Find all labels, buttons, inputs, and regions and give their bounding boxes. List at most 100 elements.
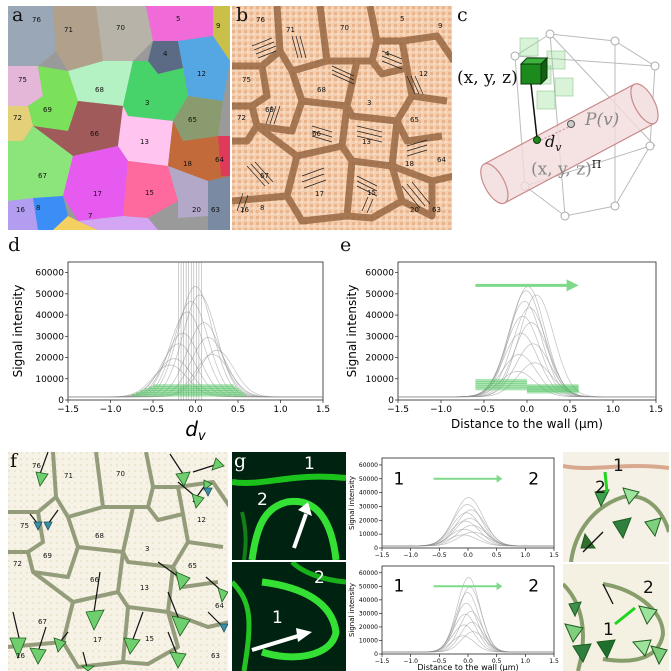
y-tick-label: 40000 xyxy=(359,597,378,604)
cell-number-2: 2 xyxy=(643,578,654,598)
x-tick-label: −1.5 xyxy=(387,405,409,415)
y-tick-label: 60000 xyxy=(35,269,64,279)
panel-f-micrograph: f 76 71 70 75 12 69 68 3 72 66 13 65 64 … xyxy=(8,452,228,671)
y-tick-label: 10000 xyxy=(365,375,394,385)
green-bar xyxy=(475,381,527,385)
cell-label: 17 xyxy=(93,636,102,644)
panel-a-segmentation: a 76 71 70 5 9 4 12 75 69 68 3 65 72 66 … xyxy=(8,6,230,230)
panel-g-chart-bottom: 1 2 −1.5 −1.0 −0.5 0.0 0.5 1.0 1.5 0 10000 20000 300… xyxy=(346,562,560,671)
direction-arrowhead xyxy=(496,474,503,483)
cell-label: 64 xyxy=(215,156,224,164)
y-tick-label: 50000 xyxy=(35,290,64,300)
projection-label: (x, y, z)Π xyxy=(531,158,601,180)
segmentation-map xyxy=(8,6,230,230)
x-axis-label: Distance to the wall (μm) xyxy=(417,663,518,671)
cell-label: 5 xyxy=(400,15,405,23)
green-bar xyxy=(475,378,527,382)
cell-label: 3 xyxy=(145,545,150,553)
x-tick-label: 1.0 xyxy=(606,405,621,415)
y-tick-label: 50000 xyxy=(365,290,394,300)
cell-label: 16 xyxy=(16,652,25,660)
x-tick-label: −1.5 xyxy=(375,658,390,665)
cell-label: 75 xyxy=(20,522,29,530)
trace-group xyxy=(68,262,323,400)
chart-g-bottom: 1 2 −1.5 −1.0 −0.5 0.0 0.5 1.0 1.5 0 10000 20000 300… xyxy=(348,565,559,671)
green-bar xyxy=(475,385,527,389)
y-axis-label: Signal intensity xyxy=(345,285,359,378)
chart-e-svg: −1.5 −1.0 −0.5 0.0 0.5 1.0 1.5 0 10000 20000 30000… xyxy=(345,261,663,431)
panel-e-chart: e −1.5 −1.0 −0.5 0.0 0.5 1.0 1.5 0 10000 20000 300… xyxy=(336,234,671,444)
y-tick-label: 10000 xyxy=(35,375,64,385)
trace-group xyxy=(382,497,554,547)
signal-trace xyxy=(382,531,554,547)
cell-number-right: 2 xyxy=(528,469,539,489)
zoom-top-image xyxy=(563,452,669,562)
projection-superscript: Π xyxy=(591,158,602,171)
cell-number-left: 1 xyxy=(393,469,404,489)
cell-label: 20 xyxy=(192,206,201,214)
green-bar xyxy=(140,389,242,393)
y-axis-label: Signal intensity xyxy=(348,476,356,530)
panel-g-fluorescence-bottom: 1 2 xyxy=(232,562,346,671)
cell-label: 65 xyxy=(188,562,197,570)
cell-label: 8 xyxy=(36,204,41,212)
chart-g-top-svg: 1 2 −1.5 −1.0 −0.5 0.0 0.5 1.0 1.5 0 10000 20000 300… xyxy=(348,457,559,559)
green-bar xyxy=(144,388,239,392)
chart-g-top: 1 2 −1.5 −1.0 −0.5 0.0 0.5 1.0 1.5 0 10000 20000 300… xyxy=(348,457,559,559)
cell-label: 12 xyxy=(197,70,206,78)
panel-c-schematic: c (x, y, z) P(v) dv (x, y, z)Π xyxy=(455,6,667,230)
chart-g-bottom-svg: 1 2 −1.5 −1.0 −0.5 0.0 0.5 1.0 1.5 0 10000 20000 300… xyxy=(348,565,559,671)
chart-e: −1.5 −1.0 −0.5 0.0 0.5 1.0 1.5 0 10000 20000 30000… xyxy=(345,261,663,431)
panel-label-c: c xyxy=(457,6,468,26)
cell-label: 13 xyxy=(362,138,371,146)
x-tick-label: 1.5 xyxy=(549,658,559,665)
distance-label: dv xyxy=(545,132,561,154)
y-tick-label: 30000 xyxy=(365,332,394,342)
y-tick-label: 0 xyxy=(374,545,378,552)
cell-label: 66 xyxy=(312,130,321,138)
trace-group xyxy=(398,286,656,398)
cell-label: 15 xyxy=(367,189,376,197)
green-bar xyxy=(527,388,579,392)
cell-number-right: 2 xyxy=(528,577,539,597)
cell-label: 15 xyxy=(145,635,154,643)
x-tick-label: 0.0 xyxy=(188,405,203,415)
cell-label: 67 xyxy=(260,172,269,180)
cell-number-2: 2 xyxy=(314,568,325,588)
y-tick-label: 20000 xyxy=(359,517,378,524)
panel-label-f: f xyxy=(10,452,18,472)
cell-label: 17 xyxy=(315,190,324,198)
cell-label: 76 xyxy=(32,462,41,470)
panel-g-zoom-top: 1 2 xyxy=(563,452,669,562)
y-axis-label: Signal intensity xyxy=(11,285,25,378)
y-tick-label: 0 xyxy=(374,651,378,658)
cell-label: 66 xyxy=(90,130,99,138)
green-bar xyxy=(475,387,527,391)
x-tick-label: 1.5 xyxy=(649,405,663,415)
panel-label-e: e xyxy=(340,234,352,256)
y-tick-label: 60000 xyxy=(365,269,394,279)
y-tick-label: 20000 xyxy=(359,624,378,631)
cell-label: 75 xyxy=(242,76,251,84)
point-label: (x, y, z) xyxy=(457,68,518,88)
cell-label: 17 xyxy=(93,190,102,198)
cell-label: 7 xyxy=(88,212,93,220)
green-bar xyxy=(475,383,527,387)
cell-label: 67 xyxy=(38,618,47,626)
cell-label: 13 xyxy=(140,584,149,592)
cell-label: 64 xyxy=(437,156,446,164)
cell-label: 16 xyxy=(16,206,25,214)
x-tick-label: −1.0 xyxy=(100,405,122,415)
green-bar xyxy=(527,385,579,389)
cell-label: 70 xyxy=(340,24,349,32)
fluorescence-top-image xyxy=(232,452,346,560)
cell-label: 76 xyxy=(32,16,41,24)
x-tick-label: −1.0 xyxy=(403,658,418,665)
x-tick-label: 1.5 xyxy=(316,405,330,415)
panel-g-fluorescence-top: g 1 2 xyxy=(232,452,346,560)
panel-label-a: a xyxy=(12,6,24,26)
cell-label: 9 xyxy=(438,22,443,30)
x-tick-label: 0.5 xyxy=(563,405,577,415)
green-bar xyxy=(148,386,237,390)
x-tick-label: −1.5 xyxy=(375,552,390,559)
